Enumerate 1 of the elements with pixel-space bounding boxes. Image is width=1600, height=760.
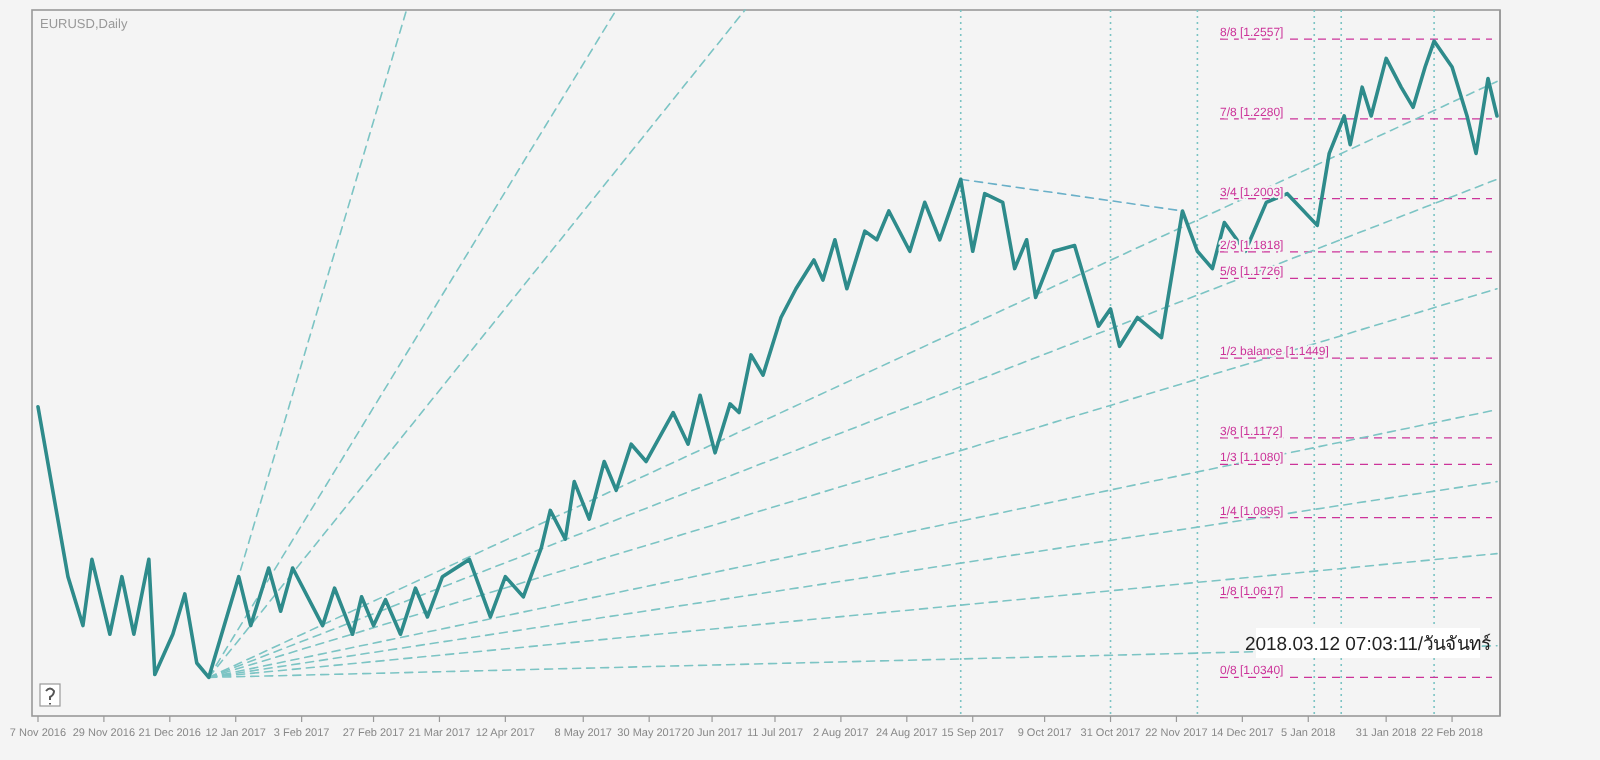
annotation: 2018.03.12 07:03:11/วันจันทร์	[1244, 632, 1492, 656]
